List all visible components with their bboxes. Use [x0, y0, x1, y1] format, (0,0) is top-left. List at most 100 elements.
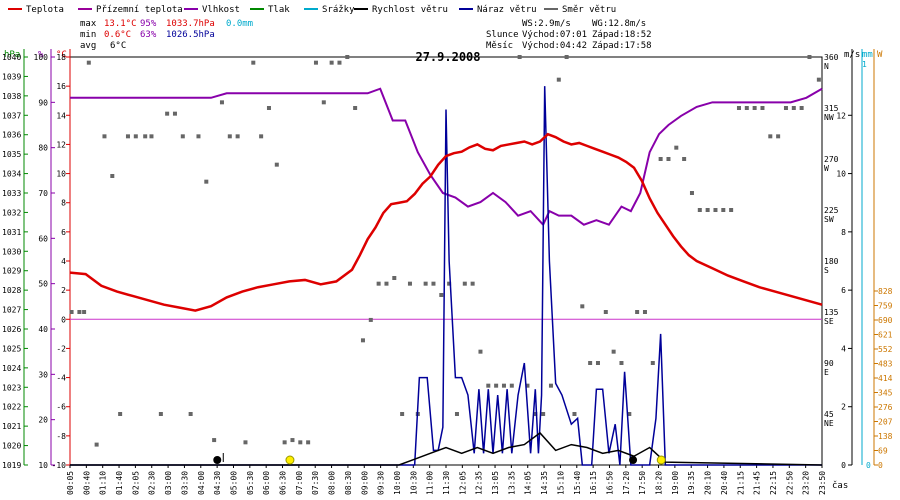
direction-point: [619, 361, 624, 365]
time-tick-label: 01:40: [115, 471, 124, 495]
direction-tick-label: 360: [824, 53, 839, 62]
direction-point: [290, 438, 295, 443]
humidity-tick-label: 10: [38, 461, 48, 470]
legend-item: Srážky: [304, 5, 355, 15]
stat-avg-temp: 6°C: [110, 41, 126, 51]
astro-block: WS:2.9m/s WG:12.8m/s Slunce Východ:07:01 Záp…: [486, 19, 652, 51]
stats-block: max 13.1°C 95% 1033.7hPa 0.0mm min 0.6°C 63% 102…: [80, 19, 253, 51]
legend: Teplota Přízemní teplota Vlhkost Tlak Srážky…: [8, 5, 616, 15]
direction-point: [251, 60, 256, 65]
humidity-tick-label: 80: [38, 144, 48, 153]
wind-speed-avg: WS:2.9m/s: [522, 19, 571, 29]
radiation-tick-label: 759: [878, 302, 893, 311]
astro-markers: [213, 453, 666, 465]
time-tick-label: 08:30: [344, 471, 353, 495]
radiation-tick-label: 621: [878, 331, 893, 340]
humidity-tick-label: 40: [38, 325, 48, 334]
direction-point: [501, 383, 506, 388]
sun-label: Slunce: [486, 30, 519, 40]
time-tick-label: 01:10: [99, 471, 108, 495]
pressure-tick-label: 1029: [2, 267, 21, 276]
direction-tick-label: 135: [824, 308, 839, 317]
direction-point: [752, 106, 757, 110]
direction-point: [86, 60, 91, 65]
direction-point: [172, 111, 177, 116]
direction-point: [313, 60, 318, 65]
rain-axis: mm 0 1: [861, 49, 873, 470]
direction-point: [470, 281, 475, 286]
sunset: Západ:18:52: [592, 30, 652, 40]
humidity-tick-label: 30: [38, 370, 48, 379]
time-tick-label: 00:40: [82, 471, 91, 495]
direction-point: [791, 106, 796, 110]
temperature-tick-label: -2: [56, 344, 66, 353]
temperature-tick-label: -4: [56, 374, 66, 383]
direction-point: [447, 281, 452, 286]
temperature-tick-label: 18: [56, 53, 66, 62]
direction-compass-label: E: [824, 368, 829, 377]
time-tick-label: 12:05: [458, 471, 467, 495]
stat-label: avg: [80, 41, 96, 51]
time-tick-label: 10:30: [409, 471, 418, 495]
time-tick-label: 17:20: [622, 471, 631, 495]
temperature-tick-label: 8: [61, 199, 66, 208]
direction-point: [235, 134, 240, 139]
temperature-tick-label: -8: [56, 432, 66, 441]
wind-tick-label: 0: [841, 461, 846, 470]
radiation-tick-label: 690: [878, 316, 893, 325]
stat-max-temp: 13.1°C: [104, 19, 137, 29]
direction-point: [82, 310, 87, 314]
direction-point: [423, 281, 428, 286]
direction-point: [188, 412, 193, 416]
time-tick-label: 09:00: [360, 471, 369, 495]
wind-tick-label: 4: [841, 344, 846, 353]
humidity-tick-label: 60: [38, 234, 48, 243]
pressure-tick-label: 1036: [2, 131, 21, 140]
direction-point: [204, 179, 209, 184]
direction-point: [149, 134, 154, 139]
radiation-tick-label: 69: [878, 447, 888, 456]
series-wind-speed-line: [70, 431, 823, 466]
sun-marker: [285, 455, 295, 465]
legend-item: Rychlost větru: [354, 5, 448, 15]
time-tick-label: 23:50: [818, 471, 827, 495]
time-tick-label: 07:00: [295, 471, 304, 495]
time-tick-label: 15:10: [556, 471, 565, 495]
direction-point: [282, 440, 287, 445]
direction-point: [431, 281, 436, 286]
radiation-axis: W 0 69 138 207 276 345 414 483 552 621 690 759 828: [873, 49, 893, 470]
direction-point: [77, 310, 82, 314]
temperature-tick-label: -10: [52, 461, 67, 470]
time-tick-label: 14:05: [524, 471, 533, 495]
humidity-axis: % 10 20 30 40 50 60 70 80 90 100: [34, 49, 55, 470]
direction-compass-label: N: [824, 62, 829, 71]
humidity-axis-label: %: [38, 50, 44, 60]
radiation-tick-label: 207: [878, 418, 893, 427]
pressure-tick-label: 1021: [2, 422, 21, 431]
time-tick-label: 14:35: [540, 471, 549, 495]
direction-point: [603, 310, 608, 314]
humidity-tick-label: 20: [38, 416, 48, 425]
rain-tick-label: 0: [866, 461, 871, 470]
time-tick-label: 18:20: [655, 471, 664, 495]
direction-point: [736, 106, 741, 110]
rain-tick-label: 1: [862, 60, 867, 69]
radiation-tick-label: 345: [878, 389, 893, 398]
direction-compass-label: S: [824, 266, 829, 275]
direction-compass-label: W: [824, 164, 829, 173]
direction-compass-label: NE: [824, 419, 834, 428]
moon-label: Měsíc: [486, 41, 513, 51]
time-tick-label: 20:10: [704, 471, 713, 495]
time-tick-label: 22:50: [785, 471, 794, 495]
time-tick-label: 05:00: [229, 471, 238, 495]
moonset: Západ:17:58: [592, 41, 652, 51]
temperature-tick-label: -6: [56, 403, 66, 412]
direction-point: [368, 317, 373, 322]
temperature-tick-label: 10: [56, 170, 66, 179]
direction-tick-label: 315: [824, 104, 839, 113]
direction-point: [196, 134, 201, 139]
direction-point: [541, 412, 546, 416]
radiation-axis-label: W: [877, 50, 883, 60]
direction-point: [407, 281, 412, 286]
direction-point: [666, 157, 671, 161]
